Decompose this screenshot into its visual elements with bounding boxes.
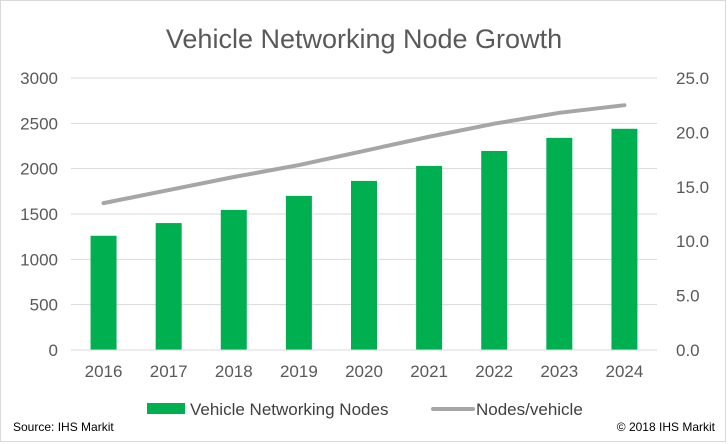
x-tick-label: 2018 xyxy=(215,362,253,381)
left-axis-ticks: 0 500 1000 1500 2000 2500 3000 xyxy=(20,69,58,360)
left-tick-label: 1000 xyxy=(20,250,58,269)
bar-2016 xyxy=(90,235,117,350)
bar-2021 xyxy=(416,165,443,350)
left-tick-label: 500 xyxy=(30,296,58,315)
bar-2023 xyxy=(546,137,573,350)
x-tick-label: 2020 xyxy=(345,362,383,381)
x-tick-label: 2016 xyxy=(85,362,123,381)
x-tick-label: 2022 xyxy=(475,362,513,381)
x-tick-label: 2019 xyxy=(280,362,318,381)
legend: Vehicle Networking Nodes Nodes/vehicle xyxy=(147,400,583,419)
right-tick-label: 5.0 xyxy=(676,287,700,306)
legend-label-nodes-per-vehicle: Nodes/vehicle xyxy=(476,400,583,419)
left-tick-label: 1500 xyxy=(20,205,58,224)
left-tick-label: 2500 xyxy=(20,114,58,133)
right-tick-label: 15.0 xyxy=(676,178,709,197)
bar-2020 xyxy=(351,180,377,350)
x-tick-label: 2023 xyxy=(540,362,578,381)
right-tick-label: 20.0 xyxy=(676,123,709,142)
legend-label-nodes: Vehicle Networking Nodes xyxy=(190,400,388,419)
x-tick-label: 2021 xyxy=(410,362,448,381)
bar-2019 xyxy=(285,195,312,350)
left-tick-label: 3000 xyxy=(20,69,58,88)
right-tick-label: 0.0 xyxy=(676,341,700,360)
bar-2024 xyxy=(611,128,638,350)
copyright-note: © 2018 IHS Markit xyxy=(617,420,716,434)
x-axis-ticks: 2016 2017 2018 2019 2020 2021 2022 2023 2024 xyxy=(85,362,644,381)
bar-2017 xyxy=(155,223,182,350)
bar-2022 xyxy=(481,150,508,350)
right-axis-ticks: 0.0 5.0 10.0 15.0 20.0 25.0 xyxy=(676,69,709,360)
left-tick-label: 0 xyxy=(49,341,58,360)
x-tick-label: 2024 xyxy=(606,362,644,381)
bar-2018 xyxy=(220,209,247,350)
right-tick-label: 25.0 xyxy=(676,69,709,88)
left-tick-label: 2000 xyxy=(20,160,58,179)
legend-swatch-nodes xyxy=(147,403,185,414)
right-tick-label: 10.0 xyxy=(676,232,709,251)
bar-series xyxy=(90,128,638,350)
x-tick-label: 2017 xyxy=(150,362,188,381)
line-series xyxy=(101,103,627,206)
chart-title: Vehicle Networking Node Growth xyxy=(166,24,562,54)
source-note: Source: IHS Markit xyxy=(13,420,114,434)
